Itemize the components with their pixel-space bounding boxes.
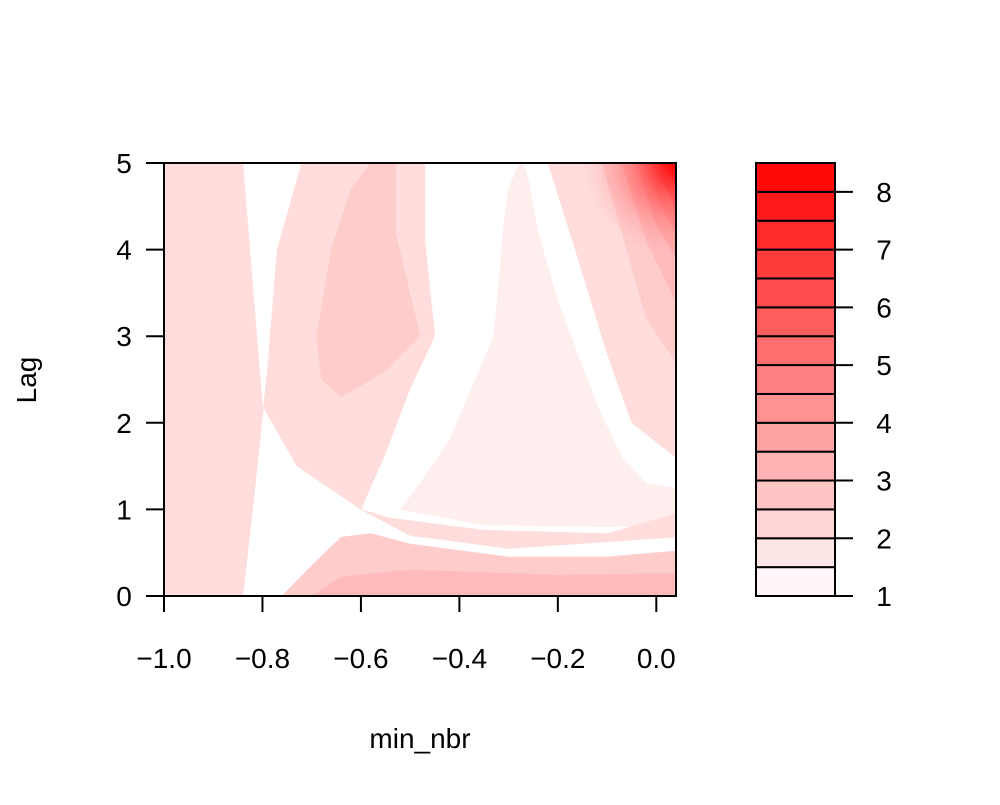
axes: −1.0 −0.8 −0.6 −0.4 −0.2 0.0 0 1 2 3 4 5 <box>116 148 676 674</box>
contour-region-1 <box>399 163 676 528</box>
colorbar-tick-label: 7 <box>876 235 892 266</box>
colorbar-tick-label: 4 <box>876 408 892 439</box>
colorbar-swatch <box>755 450 836 482</box>
x-tick-label: −0.6 <box>333 643 388 674</box>
colorbar-swatch <box>755 277 836 309</box>
colorbar-swatch <box>755 364 836 395</box>
y-axis-label: Lag <box>11 357 42 404</box>
colorbar-swatch <box>755 335 836 367</box>
colorbar-swatch <box>755 219 836 251</box>
x-tick-label: −0.4 <box>432 643 487 674</box>
colorbar-tick-label: 8 <box>876 177 892 208</box>
contour-region-4 <box>316 163 421 398</box>
colorbar-swatch <box>755 190 836 222</box>
colorbar-tick-label: 1 <box>876 581 892 612</box>
colorbar-swatch <box>755 248 836 280</box>
contour-regions <box>164 163 676 596</box>
colorbar-swatch <box>755 421 836 453</box>
contour-region-6 <box>311 569 676 596</box>
x-tick-label: −0.8 <box>235 643 290 674</box>
colorbar-tick-label: 2 <box>876 523 892 554</box>
contour-region-2 <box>164 163 676 596</box>
colorbar-tick-label: 5 <box>876 350 892 381</box>
colorbar-frame <box>755 162 836 597</box>
colorbar-swatch <box>755 566 836 598</box>
colorbar-swatch <box>755 392 836 424</box>
colorbar-legend: 1 2 3 4 5 6 7 8 <box>755 162 892 612</box>
y-tick-label: 1 <box>116 494 132 525</box>
colorbar-swatch <box>755 537 836 569</box>
y-tick-label: 4 <box>116 235 132 266</box>
y-tick-label: 2 <box>116 408 132 439</box>
colorbar-swatch <box>755 508 836 540</box>
colorbar-tick-label: 3 <box>876 466 892 497</box>
colorbar-swatch <box>755 479 836 511</box>
colorbar-tick-label: 6 <box>876 292 892 323</box>
plot-area <box>163 162 677 597</box>
corner-gradient-overlay <box>581 163 676 258</box>
y-tick-label: 3 <box>116 321 132 352</box>
colorbar-swatch <box>755 306 836 338</box>
y-tick-label: 0 <box>116 581 132 612</box>
y-tick-label: 5 <box>116 148 132 179</box>
x-tick-label: −0.2 <box>530 643 585 674</box>
x-tick-label: 0.0 <box>637 643 676 674</box>
x-tick-label: −1.0 <box>136 643 191 674</box>
x-axis-label: min_nbr <box>369 723 470 754</box>
colorbar-swatch <box>755 162 836 193</box>
